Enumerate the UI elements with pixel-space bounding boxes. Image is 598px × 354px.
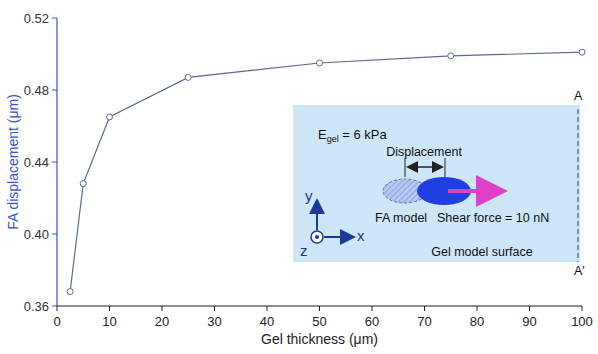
section-end: A': [574, 264, 585, 278]
x-tick-label: 100: [571, 314, 593, 329]
y-arrow: [316, 202, 318, 230]
x-tick: [529, 306, 530, 311]
x-tick-label: 70: [417, 314, 431, 329]
data-point: [579, 49, 585, 55]
x-arrow: [324, 236, 352, 238]
x-tick-label: 10: [102, 314, 116, 329]
x-tick: [477, 306, 478, 311]
y-tick: [52, 306, 57, 307]
chart: Egel = 6 kPaDisplacementFA modelShear fo…: [0, 0, 598, 354]
force-arrow: [448, 189, 500, 193]
x-tick: [214, 306, 215, 311]
y-tick-label: 0.40: [24, 227, 49, 242]
data-point: [317, 60, 323, 66]
z-axis-circle: [311, 231, 323, 243]
y-tick-label: 0.36: [24, 299, 49, 314]
y-axis-title: FA displacement (μm): [5, 94, 21, 230]
modulus-value: = 6 kPa: [339, 127, 388, 142]
modulus-symbol: E: [318, 127, 327, 142]
section-line: [578, 109, 579, 262]
plot-area: [67, 49, 585, 294]
x-tick-label: 80: [470, 314, 484, 329]
x-tick: [582, 306, 583, 311]
y-tick-label: 0.48: [24, 83, 49, 98]
y-tick: [52, 162, 57, 163]
x-tick-label: 0: [53, 314, 60, 329]
data-point: [80, 181, 86, 187]
x-tick-label: 30: [207, 314, 221, 329]
y-tick: [52, 234, 57, 235]
x-tick: [162, 306, 163, 311]
surface-label: Gel model surface: [431, 245, 532, 259]
x-tick-label: 20: [155, 314, 169, 329]
data-point: [107, 114, 113, 120]
fa-model-label: FA model: [375, 211, 427, 225]
z-axis-label: z: [300, 242, 308, 259]
x-tick: [57, 306, 58, 311]
y-tick: [52, 18, 57, 19]
x-tick-label: 90: [522, 314, 536, 329]
data-point: [185, 74, 191, 80]
section-start: A: [574, 89, 583, 103]
y-axis-label: y: [305, 187, 313, 204]
x-tick: [267, 306, 268, 311]
displacement-label: Displacement: [386, 145, 462, 159]
disp-tick: [405, 158, 406, 177]
x-tick: [319, 306, 320, 311]
data-point: [67, 289, 73, 295]
x-tick: [372, 306, 373, 311]
y-tick-label: 0.52: [24, 11, 49, 26]
data-line: [70, 52, 582, 291]
force-label: Shear force = 10 nN: [437, 211, 549, 225]
modulus-label: Egel = 6 kPa: [318, 127, 388, 144]
y-tick-label: 0.44: [24, 155, 49, 170]
x-tick-label: 50: [312, 314, 326, 329]
x-tick-label: 60: [365, 314, 379, 329]
y-tick: [52, 90, 57, 91]
z-axis-dot: [315, 235, 319, 239]
inset-box: [293, 105, 580, 262]
x-tick: [109, 306, 110, 311]
modulus-sub: gel: [327, 134, 339, 144]
x-axis-title: Gel thickness (μm): [261, 331, 378, 347]
x-tick-label: 40: [260, 314, 274, 329]
data-point: [448, 53, 454, 59]
disp-arrow: [409, 166, 441, 168]
disp-tick: [445, 158, 446, 177]
x-tick: [424, 306, 425, 311]
x-axis-label: x: [357, 227, 365, 244]
